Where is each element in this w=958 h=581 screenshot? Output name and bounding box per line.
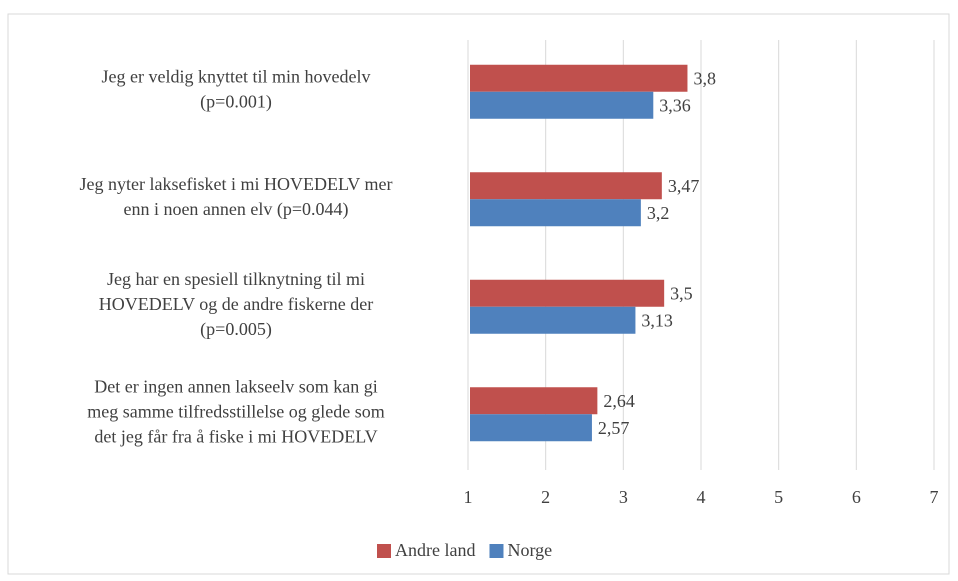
y-tick-label: (p=0.005) (200, 319, 272, 340)
bar (470, 387, 598, 415)
data-label: 3,47 (668, 176, 700, 196)
y-tick-label: det jeg får fra å fiske i mi HOVEDELV (94, 426, 377, 446)
y-tick-label: HOVEDELV og de andre fiskerne der (99, 294, 373, 314)
x-tick-label: 6 (852, 487, 861, 507)
y-tick-label: (p=0.001) (200, 91, 272, 112)
x-tick-label: 3 (619, 487, 628, 507)
bar (470, 172, 662, 200)
y-tick-label: Jeg nyter laksefisket i mi HOVEDELV mer (80, 174, 393, 194)
x-tick-label: 7 (930, 487, 939, 507)
bar (470, 414, 592, 442)
bar (470, 91, 654, 119)
legend-swatch (489, 544, 504, 558)
bar (470, 64, 688, 92)
y-tick-label: enn i noen annen elv (p=0.044) (123, 199, 348, 220)
x-tick-label: 4 (697, 487, 706, 507)
x-tick-label: 5 (774, 487, 783, 507)
y-tick-label: meg samme tilfredsstillelse og glede som (87, 401, 384, 421)
data-label: 3,5 (670, 283, 693, 303)
bar (470, 199, 641, 227)
x-tick-label: 2 (541, 487, 550, 507)
x-tick-label: 1 (464, 487, 473, 507)
bar (470, 306, 636, 334)
legend-label: Norge (507, 540, 552, 560)
data-label: 3,36 (659, 95, 691, 115)
legend-swatch (377, 544, 391, 558)
data-label: 2,64 (603, 391, 635, 411)
data-label: 2,57 (598, 418, 630, 438)
y-tick-label: Det er ingen annen lakseelv som kan gi (94, 376, 377, 396)
y-tick-label: Jeg har en spesiell tilknytning til mi (107, 269, 365, 289)
y-tick-label: Jeg er veldig knyttet til min hovedelv (102, 66, 371, 86)
bar (470, 279, 665, 307)
data-label: 3,8 (693, 68, 716, 88)
data-label: 3,13 (641, 310, 673, 330)
legend-label: Andre land (395, 540, 475, 560)
data-label: 3,2 (647, 203, 670, 223)
